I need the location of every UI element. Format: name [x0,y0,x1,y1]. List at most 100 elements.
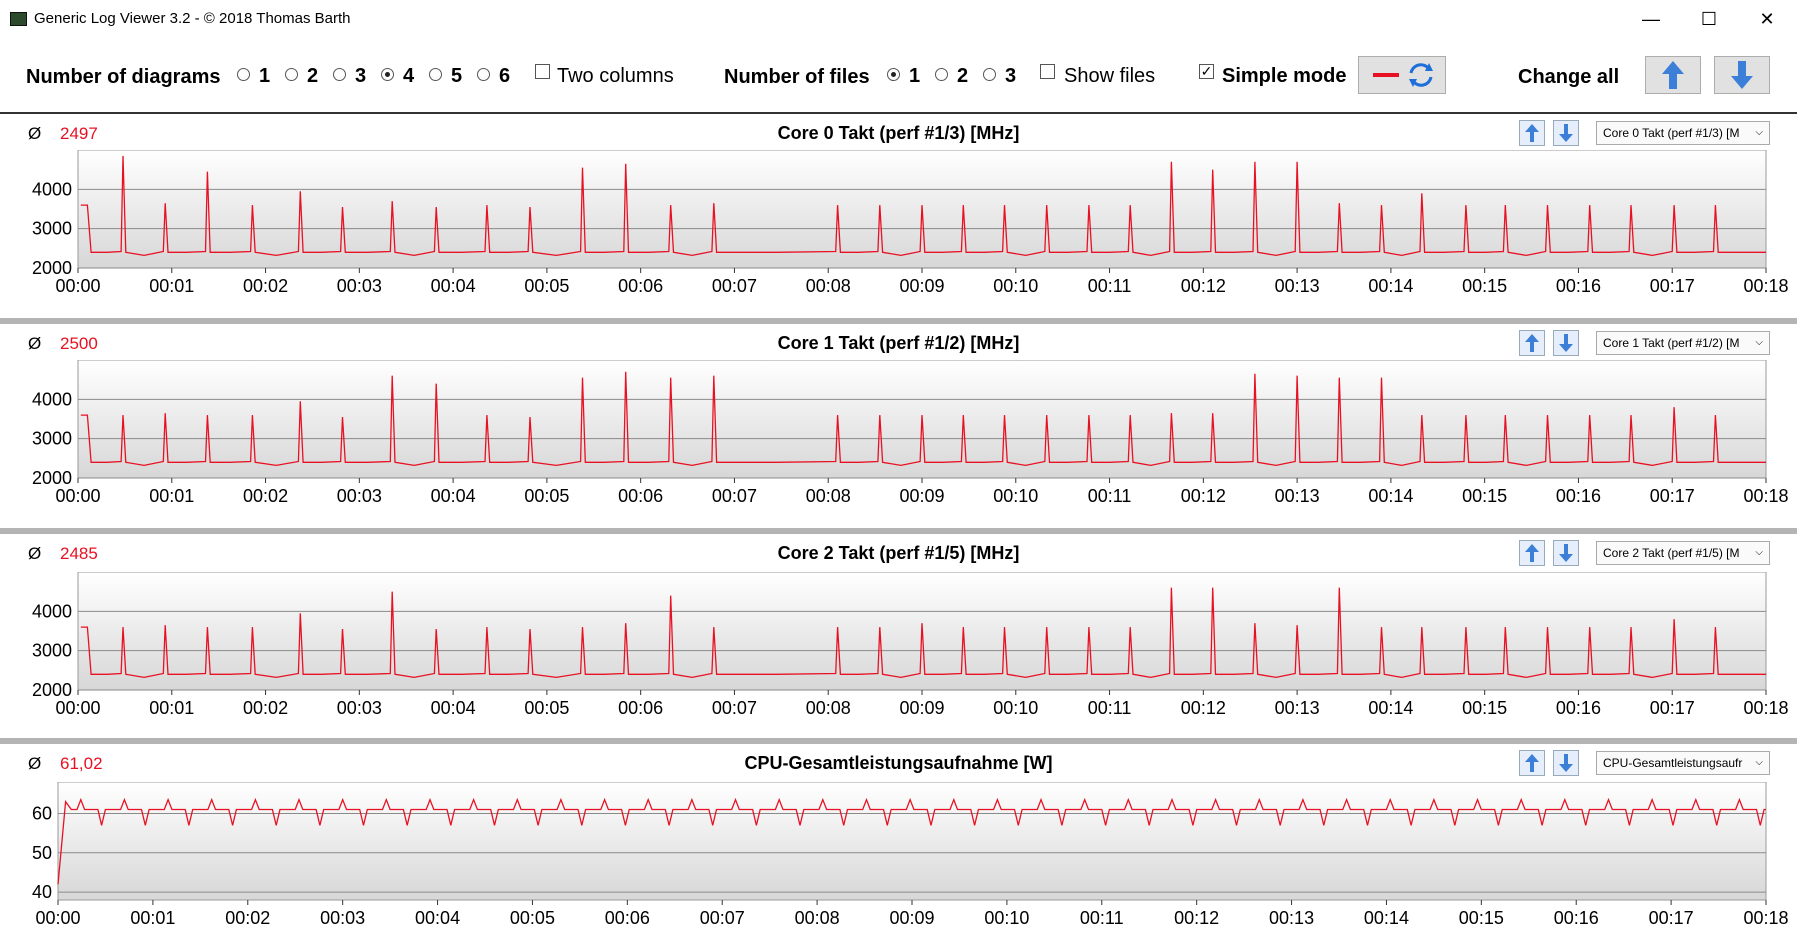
x-tick-label: 00:11 [1088,698,1132,718]
average-value: 2485 [60,544,98,563]
x-tick-label: 00:12 [1181,276,1226,296]
diagram-radio-6[interactable] [477,68,490,81]
y-tick-label: 2000 [32,468,72,488]
series-select[interactable]: CPU-Gesamtleistungsaufr ⌵ [1596,751,1770,775]
show-files-label: Show files [1064,65,1156,87]
x-tick-label: 00:18 [1743,486,1788,506]
line-chart: 2000 3000 4000 00:00 00:01 00:02 00:03 00:04 00:… [32,360,1789,506]
arrow-down-icon [1559,124,1573,142]
arrow-up-icon [1525,544,1539,562]
x-tick-label: 00:18 [1743,276,1788,296]
diagram-title: Core 1 Takt (perf #1/2) [MHz] [777,333,1020,353]
move-up-button[interactable] [1519,540,1545,566]
maximize-button[interactable]: ☐ [1700,9,1718,29]
diagram-option-1: 1 [259,65,271,87]
x-tick-label: 00:10 [993,698,1038,718]
series-select-value: Core 1 Takt (perf #1/2) [M [1603,336,1740,350]
x-tick-label: 00:03 [337,486,382,506]
x-tick-label: 00:12 [1181,486,1226,506]
two-columns-checkbox[interactable] [535,64,550,79]
series-line [80,371,1766,467]
series-select-value: Core 0 Takt (perf #1/3) [M [1603,126,1740,140]
show-files-checkbox[interactable] [1040,64,1055,79]
line-color-refresh-button[interactable] [1358,56,1446,94]
x-tick-label: 00:07 [712,486,757,506]
move-up-button[interactable] [1519,750,1545,776]
x-tick-label: 00:16 [1554,908,1599,928]
diagram-option-3: 3 [355,65,367,87]
arrow-down-icon [1559,544,1573,562]
average-symbol: Ø [28,754,42,773]
panel-separator [0,528,1797,535]
arrow-up-icon [1525,124,1539,142]
x-tick-label: 00:00 [55,486,100,506]
average-symbol: Ø [28,124,42,143]
average-value: 2500 [60,334,98,353]
x-tick-label: 00:09 [899,276,944,296]
x-tick-label: 00:17 [1649,908,1694,928]
series-select[interactable]: Core 2 Takt (perf #1/5) [M ⌵ [1596,541,1770,565]
file-radio-1[interactable] [887,68,900,81]
two-columns-label: Two columns [557,65,674,87]
x-tick-label: 00:11 [1088,276,1132,296]
move-up-button[interactable] [1519,330,1545,356]
x-tick-label: 00:14 [1368,486,1413,506]
y-tick-label: 50 [32,843,52,863]
y-tick-label: 3000 [32,219,72,239]
x-tick-label: 00:16 [1556,276,1601,296]
x-tick-label: 00:10 [984,908,1029,928]
x-tick-label: 00:09 [899,698,944,718]
move-down-button[interactable] [1553,750,1579,776]
x-tick-label: 00:17 [1650,698,1695,718]
x-tick-label: 00:05 [524,276,569,296]
x-tick-label: 00:13 [1275,698,1320,718]
average-symbol: Ø [28,334,42,353]
diagram-option-4: 4 [403,65,415,87]
series-select[interactable]: Core 1 Takt (perf #1/2) [M ⌵ [1596,331,1770,355]
x-tick-label: 00:17 [1650,276,1695,296]
diagram-title: Core 0 Takt (perf #1/3) [MHz] [777,123,1020,143]
diagram-radio-3[interactable] [333,68,346,81]
x-tick-label: 00:15 [1462,486,1507,506]
move-all-down-button[interactable] [1714,56,1770,94]
arrow-up-icon [1662,61,1684,89]
simple-mode-label: Simple mode [1222,65,1347,87]
close-button[interactable]: ✕ [1759,9,1775,29]
series-select[interactable]: Core 0 Takt (perf #1/3) [M ⌵ [1596,121,1770,145]
x-tick-label: 00:04 [431,276,476,296]
file-option-1: 1 [909,65,921,87]
y-tick-label: 3000 [32,429,72,449]
move-down-button[interactable] [1553,330,1579,356]
file-radio-2[interactable] [935,68,948,81]
simple-mode-checkbox[interactable]: ✓ [1199,63,1214,79]
move-up-button[interactable] [1519,120,1545,146]
x-tick-label: 00:08 [795,908,840,928]
x-tick-label: 00:04 [415,908,460,928]
x-tick-label: 00:01 [149,486,194,506]
diagram-option-6: 6 [499,65,511,87]
x-tick-label: 00:01 [149,698,194,718]
x-tick-label: 00:16 [1556,698,1601,718]
minimize-button[interactable]: — [1642,9,1660,29]
diagram-radio-2[interactable] [285,68,298,81]
x-tick-label: 00:10 [993,486,1038,506]
file-option-2: 2 [957,65,969,87]
move-down-button[interactable] [1553,120,1579,146]
file-radio-3[interactable] [983,68,996,81]
number-of-files-label: Number of files [724,66,870,88]
x-tick-label: 00:11 [1088,486,1132,506]
x-tick-label: 00:01 [130,908,175,928]
average-symbol: Ø [28,544,42,563]
diagram-radio-4[interactable] [381,68,394,81]
diagram-radio-1[interactable] [237,68,250,81]
chevron-down-icon: ⌵ [1755,547,1763,558]
x-tick-label: 00:18 [1743,698,1788,718]
x-tick-label: 00:17 [1650,486,1695,506]
x-tick-label: 00:07 [712,276,757,296]
diagram-option-5: 5 [451,65,463,87]
move-all-up-button[interactable] [1645,56,1701,94]
x-tick-label: 00:09 [889,908,934,928]
move-down-button[interactable] [1553,540,1579,566]
y-tick-label: 4000 [32,179,72,199]
diagram-radio-5[interactable] [429,68,442,81]
